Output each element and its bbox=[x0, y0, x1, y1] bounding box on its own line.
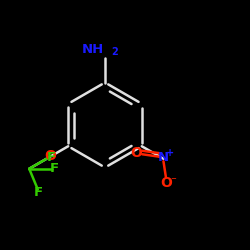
Text: F: F bbox=[47, 151, 56, 164]
Text: F: F bbox=[33, 186, 42, 198]
Text: ⁻: ⁻ bbox=[170, 176, 176, 186]
Text: F: F bbox=[50, 162, 59, 175]
Text: 2: 2 bbox=[112, 47, 118, 57]
Text: O: O bbox=[160, 176, 172, 190]
Text: NH: NH bbox=[82, 43, 104, 56]
Text: N: N bbox=[158, 151, 169, 164]
Text: +: + bbox=[166, 148, 174, 158]
Text: O: O bbox=[44, 149, 56, 163]
Text: O: O bbox=[130, 146, 142, 160]
